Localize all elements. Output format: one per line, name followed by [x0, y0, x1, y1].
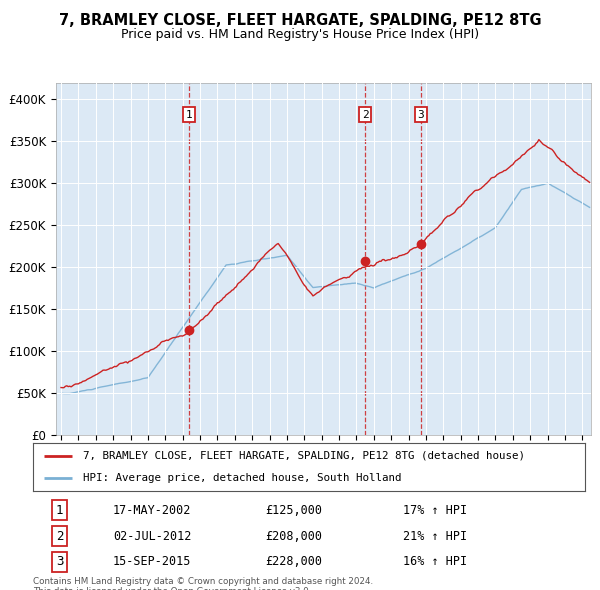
Text: HPI: Average price, detached house, South Holland: HPI: Average price, detached house, Sout…	[83, 473, 401, 483]
Text: 3: 3	[418, 110, 424, 120]
Text: 7, BRAMLEY CLOSE, FLEET HARGATE, SPALDING, PE12 8TG: 7, BRAMLEY CLOSE, FLEET HARGATE, SPALDIN…	[59, 13, 541, 28]
Text: 1: 1	[56, 504, 63, 517]
Text: £208,000: £208,000	[265, 529, 322, 543]
Text: 02-JUL-2012: 02-JUL-2012	[113, 529, 191, 543]
Text: 16% ↑ HPI: 16% ↑ HPI	[403, 555, 467, 568]
Text: 21% ↑ HPI: 21% ↑ HPI	[403, 529, 467, 543]
Text: £125,000: £125,000	[265, 504, 322, 517]
Text: £228,000: £228,000	[265, 555, 322, 568]
Text: 15-SEP-2015: 15-SEP-2015	[113, 555, 191, 568]
Text: 17-MAY-2002: 17-MAY-2002	[113, 504, 191, 517]
Text: 17% ↑ HPI: 17% ↑ HPI	[403, 504, 467, 517]
Text: 3: 3	[56, 555, 63, 568]
Text: 1: 1	[186, 110, 193, 120]
Text: 2: 2	[56, 529, 63, 543]
Text: Price paid vs. HM Land Registry's House Price Index (HPI): Price paid vs. HM Land Registry's House …	[121, 28, 479, 41]
Text: 2: 2	[362, 110, 368, 120]
Text: Contains HM Land Registry data © Crown copyright and database right 2024.
This d: Contains HM Land Registry data © Crown c…	[33, 577, 373, 590]
Text: 7, BRAMLEY CLOSE, FLEET HARGATE, SPALDING, PE12 8TG (detached house): 7, BRAMLEY CLOSE, FLEET HARGATE, SPALDIN…	[83, 451, 524, 461]
